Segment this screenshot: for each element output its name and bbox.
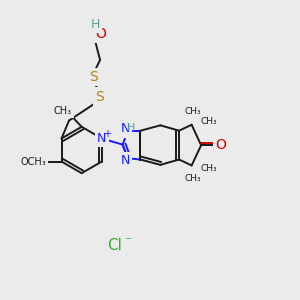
Text: N: N	[97, 132, 106, 145]
Text: O: O	[95, 27, 106, 41]
Text: CH₃: CH₃	[53, 106, 71, 116]
Text: OCH₃: OCH₃	[20, 157, 46, 166]
Text: CH₃: CH₃	[200, 117, 217, 126]
Text: +: +	[103, 129, 111, 139]
Text: N: N	[121, 122, 130, 135]
Text: CH₃: CH₃	[184, 174, 201, 183]
Text: S: S	[95, 89, 104, 103]
Text: S: S	[89, 70, 98, 84]
Text: N: N	[121, 154, 130, 167]
Text: H: H	[127, 123, 136, 133]
Text: O: O	[215, 138, 226, 152]
Text: Cl: Cl	[107, 238, 122, 253]
Text: CH₃: CH₃	[184, 107, 201, 116]
Text: ⁻: ⁻	[124, 235, 131, 249]
Text: CH₃: CH₃	[200, 164, 217, 173]
Text: H: H	[91, 18, 100, 32]
